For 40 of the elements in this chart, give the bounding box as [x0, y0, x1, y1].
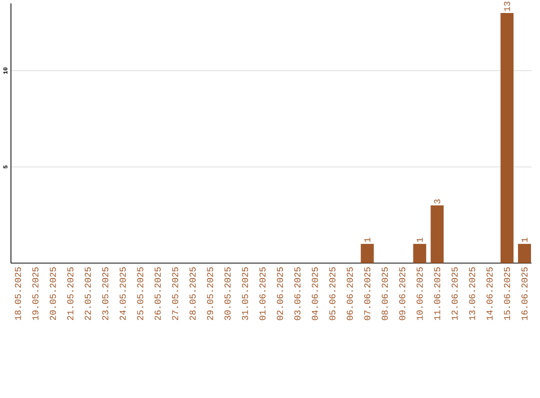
data-label: 1 [364, 238, 370, 242]
x-tick-label: 29.05.2025 [207, 267, 214, 320]
data-label: 1 [522, 238, 528, 242]
data-label: 3 [434, 199, 440, 204]
x-tick-label: 28.05.2025 [190, 267, 196, 320]
bar [518, 244, 531, 264]
x-tick-label: 23.05.2025 [102, 267, 108, 320]
x-tick-label: 14.06.2025 [486, 267, 493, 320]
x-tick-label: 19.05.2025 [32, 267, 38, 320]
x-tick-label: 04.06.2025 [312, 267, 318, 320]
bar [500, 13, 514, 264]
bar [430, 205, 444, 264]
bar [413, 244, 426, 264]
x-tick-label: 06.06.2025 [346, 267, 353, 320]
x-tick-label: 08.06.2025 [382, 267, 388, 320]
x-tick-label: 07.06.2025 [364, 267, 370, 320]
x-tick-label: 05.06.2025 [329, 267, 336, 320]
x-tick-label: 26.05.2025 [154, 267, 161, 320]
x-tick-label: 20.05.2025 [50, 267, 56, 320]
x-tick-label: 27.05.2025 [172, 267, 178, 320]
x-tick-label: 09.06.2025 [399, 267, 406, 320]
x-tick-label: 22.05.2025 [84, 267, 91, 320]
x-tick-label: 01.06.2025 [259, 267, 266, 320]
x-tick-label: 03.06.2025 [294, 267, 300, 320]
x-tick-label: 21.05.2025 [67, 267, 74, 320]
x-tick-label: 11.06.2025 [434, 267, 440, 320]
x-tick-label: 31.05.2025 [242, 267, 248, 320]
data-label: 1 [416, 238, 423, 242]
x-tick-label: 30.05.2025 [224, 267, 231, 320]
x-tick-label: 15.06.2025 [504, 267, 510, 320]
bar [360, 244, 374, 264]
x-tick-label: 18.05.2025 [14, 267, 21, 320]
x-tick-label: 02.06.2025 [276, 267, 284, 320]
x-tick-label: 24.05.2025 [120, 267, 126, 320]
x-tick-label: 12.06.2025 [452, 267, 458, 320]
x-tick-label: 10.06.2025 [416, 267, 423, 320]
data-label: 13 [504, 2, 510, 12]
x-tick-label: 25.05.2025 [137, 267, 144, 320]
x-tick-label: 16.06.2025 [521, 267, 528, 320]
x-tick-label: 13.06.2025 [469, 267, 476, 320]
